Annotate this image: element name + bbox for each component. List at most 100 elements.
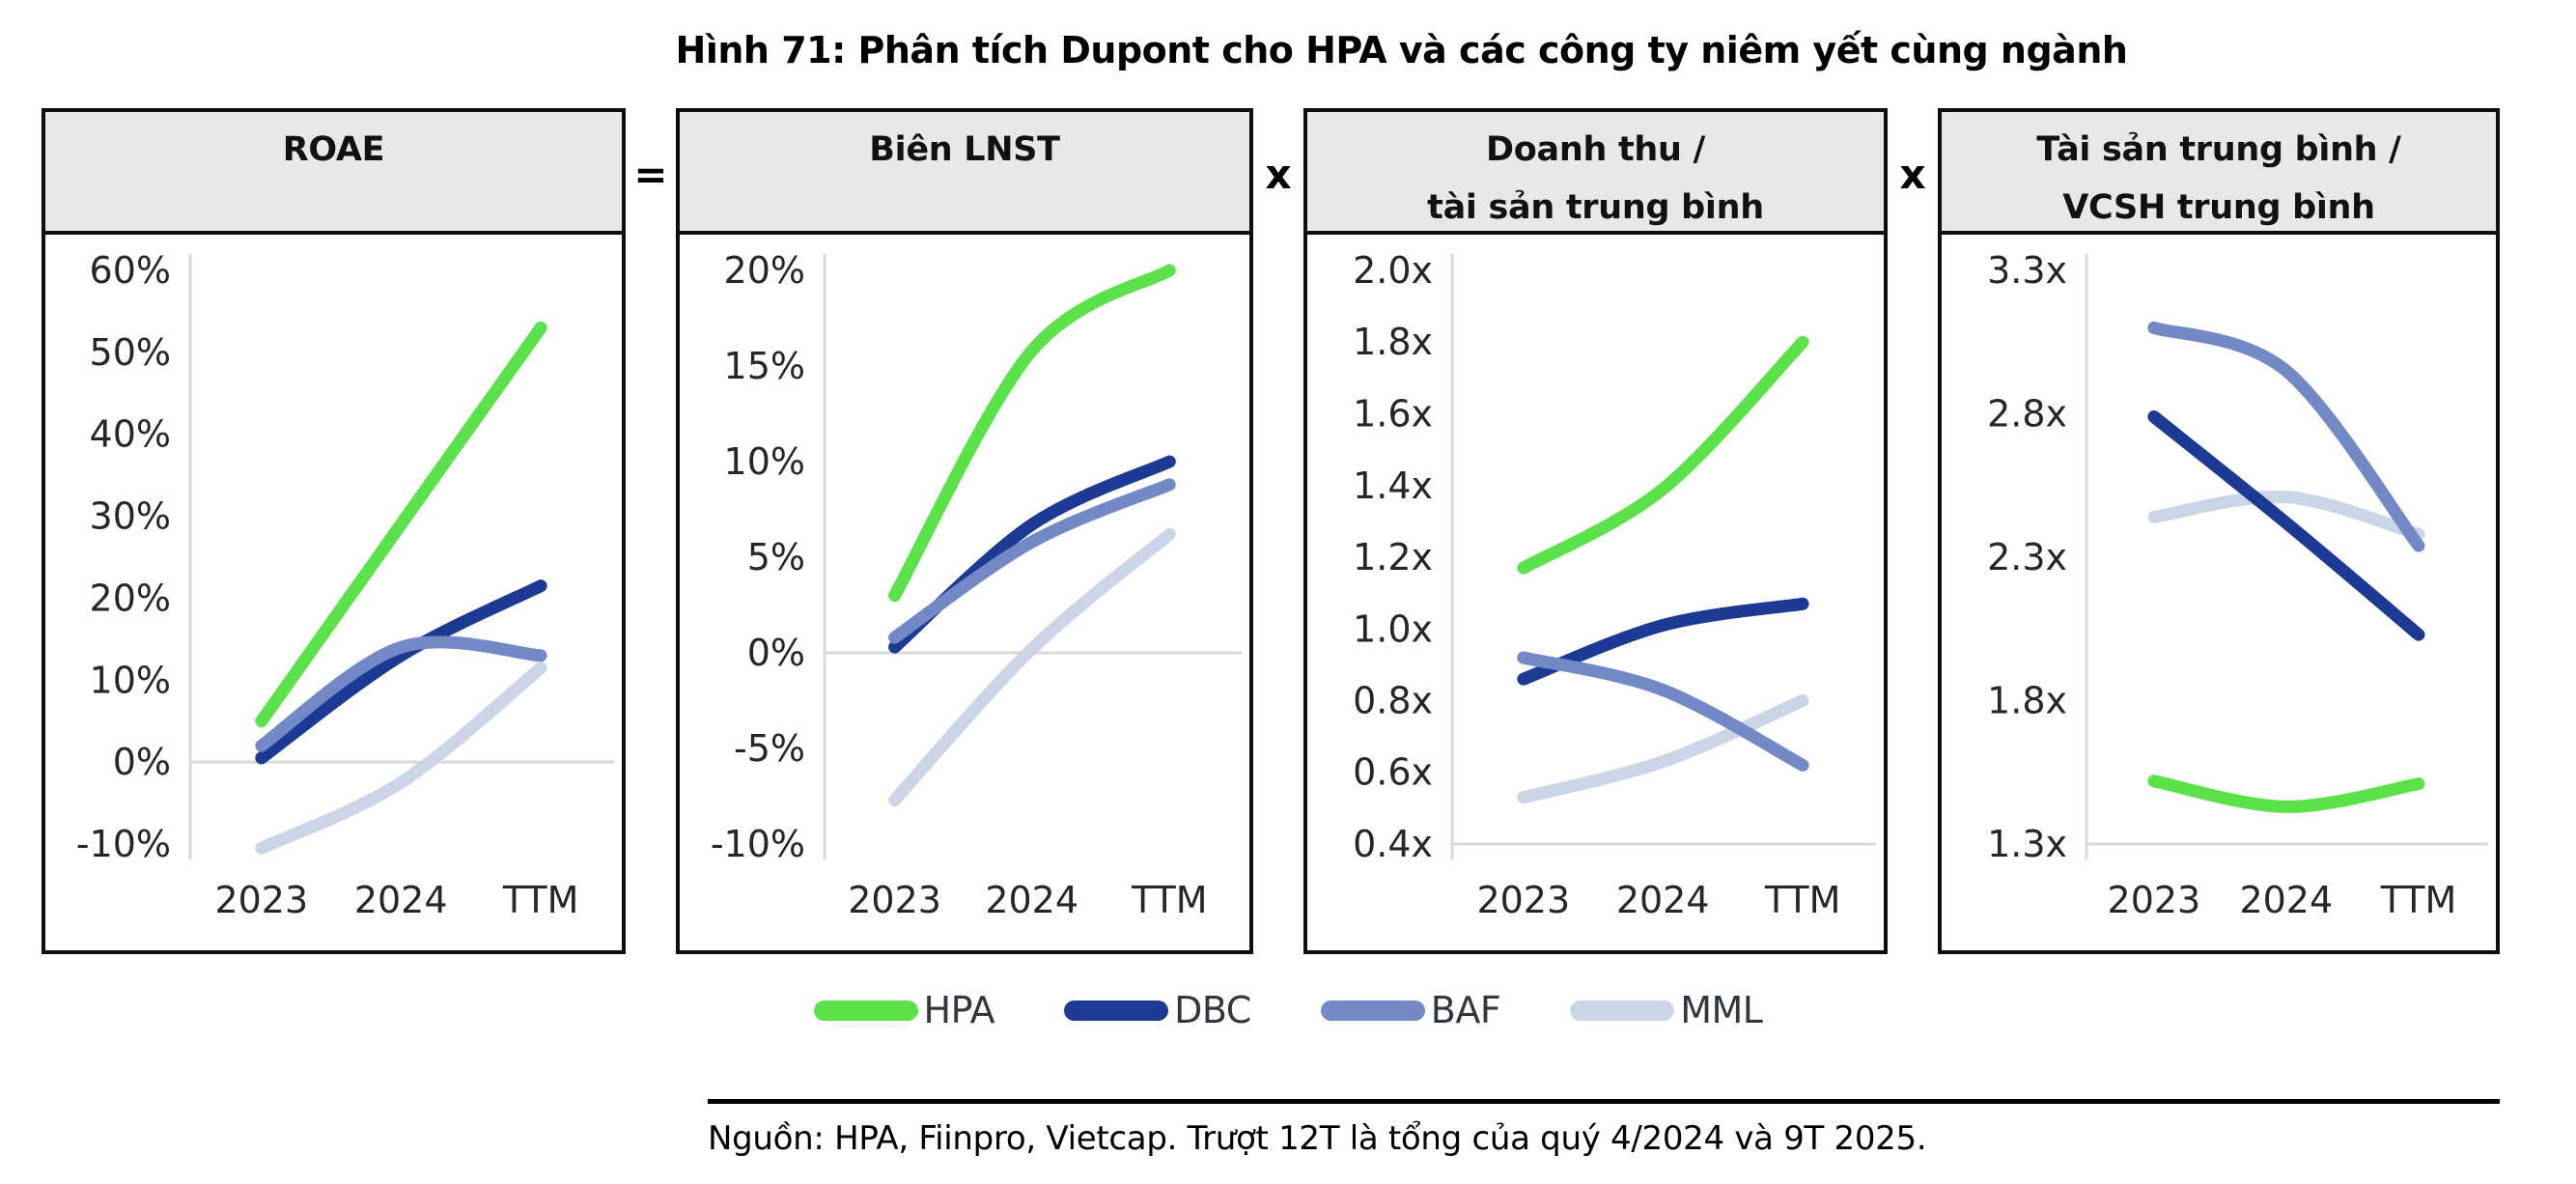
y-tick-label: 2.3x — [1987, 536, 2067, 578]
panel-header-line-2: VCSH trung bình — [2062, 188, 2375, 227]
panel-roae-header: ROAE — [45, 112, 622, 235]
line-dbc — [2147, 410, 2425, 641]
operator-column-2: x — [1253, 108, 1303, 954]
panel-bien-lnst-header: Biên LNST — [680, 112, 1249, 235]
source-text: Nguồn: HPA, Fiinpro, Vietcap. Trượt 12T … — [708, 1119, 1927, 1158]
dbc-line-swatch — [1064, 1000, 1169, 1021]
x-tick-label: 2023 — [848, 879, 941, 921]
baf-line-swatch — [1320, 1000, 1425, 1021]
panel-asset-turnover-header: Doanh thu / tài sản trung bình — [1307, 112, 1884, 235]
legend-item-hpa: HPA — [813, 989, 995, 1031]
y-tick-label: 15% — [724, 345, 805, 387]
panel-header-line-1: Biên LNST — [869, 130, 1060, 169]
y-tick-label: 0.8x — [1353, 680, 1433, 722]
x-tick-label: TTM — [502, 879, 579, 921]
figure-title: Hình 71: Phân tích Dupont cho HPA và các… — [675, 29, 2128, 71]
line-baf — [2147, 321, 2425, 552]
y-tick-label: 50% — [90, 331, 171, 374]
panel-asset-turnover-plot: 2.0x 1.8x 1.6x 1.4x 1.2x 1.0x 0.8x 0.6x 0.4x 2023… — [1307, 235, 1884, 950]
line-mml — [1517, 694, 1809, 804]
legend-label-dbc: DBC — [1174, 989, 1251, 1031]
y-tick-label: 20% — [90, 577, 171, 619]
x-tick-label: 2023 — [2108, 879, 2201, 921]
panel-leverage-plot: 3.3x 2.8x 2.3x 1.8x 1.3x 2023 2024 TTM — [1942, 235, 2496, 950]
y-tick-label: 0.6x — [1353, 751, 1433, 794]
panel-leverage-header: Tài sản trung bình / VCSH trung bình — [1942, 112, 2496, 235]
x-tick-label: 2023 — [214, 879, 308, 921]
panel-roae-plot: 60% 50% 40% 30% 20% 10% 0% -10% 2023 2024 TTM — [45, 235, 622, 950]
bien-lnst-line-chart: 20% 15% 10% 5% 0% -5% -10% 2023 2024 TTM — [711, 249, 1242, 921]
panel-header-line-2: tài sản trung bình — [1427, 188, 1764, 227]
panel-bien-lnst-plot: 20% 15% 10% 5% 0% -5% -10% 2023 2024 TTM — [680, 235, 1249, 950]
y-tick-label: 2.8x — [1987, 393, 2067, 436]
y-tick-label: 0% — [747, 632, 805, 674]
x-tick-label: 2024 — [354, 879, 448, 921]
y-tick-label: 40% — [90, 413, 171, 456]
y-tick-label: 60% — [90, 249, 171, 292]
y-tick-label: 3.3x — [1987, 249, 2067, 292]
legend-label-hpa: HPA — [923, 989, 995, 1031]
y-tick-label: -10% — [711, 823, 805, 865]
line-hpa — [2147, 775, 2425, 813]
line-mml — [255, 662, 547, 855]
equals-operator: = — [633, 151, 668, 198]
y-tick-label: 2.0x — [1353, 249, 1433, 292]
dupont-figure: Hình 71: Phân tích Dupont cho HPA và các… — [0, 25, 2576, 1158]
operator-column-3: x — [1888, 108, 1938, 954]
line-mml — [2147, 490, 2425, 541]
panel-header-line-1: Tài sản trung bình / — [2036, 130, 2401, 169]
y-tick-label: 1.4x — [1353, 465, 1433, 507]
y-tick-label: 5% — [747, 536, 805, 578]
x-tick-label: TTM — [1764, 879, 1841, 921]
charts-row: ROAE 60% 50% 40% 30% 20% 10% 0% -10% 2023 2024 TTM… — [42, 108, 2576, 954]
source-block: Nguồn: HPA, Fiinpro, Vietcap. Trượt 12T … — [708, 1099, 2500, 1158]
y-tick-label: 30% — [90, 495, 171, 538]
panel-asset-turnover: Doanh thu / tài sản trung bình 2.0x 1.8x 1… — [1303, 108, 1888, 954]
line-baf — [1517, 651, 1809, 772]
x-tick-label: TTM — [1131, 879, 1208, 921]
y-tick-label: 1.6x — [1353, 393, 1433, 436]
multiply-operator-1: x — [1265, 151, 1292, 198]
legend-item-baf: BAF — [1320, 989, 1501, 1031]
source-divider-line — [708, 1099, 2500, 1104]
y-tick-label: 20% — [724, 249, 805, 292]
legend-item-dbc: DBC — [1064, 989, 1251, 1031]
line-baf — [255, 635, 547, 752]
legend-label-baf: BAF — [1430, 989, 1501, 1031]
x-tick-label: 2024 — [1616, 879, 1710, 921]
panel-leverage: Tài sản trung bình / VCSH trung bình 3.3… — [1938, 108, 2500, 954]
legend-label-mml: MML — [1680, 989, 1763, 1031]
panel-bien-lnst: Biên LNST 20% 15% 10% 5% 0% -5% -10% 2023 2024 TT… — [676, 108, 1253, 954]
y-tick-label: 0% — [113, 741, 171, 783]
multiply-operator-2: x — [1899, 151, 1926, 198]
y-tick-label: -10% — [76, 823, 171, 865]
y-tick-label: 10% — [90, 659, 171, 701]
panel-roae: ROAE 60% 50% 40% 30% 20% 10% 0% -10% 2023 2024 TTM — [42, 108, 626, 954]
chart-legend: HPA DBC BAF MML — [0, 989, 2576, 1031]
line-hpa — [255, 321, 547, 728]
y-tick-label: 10% — [724, 440, 805, 483]
line-dbc — [888, 455, 1176, 654]
line-mml — [888, 527, 1176, 806]
x-tick-label: TTM — [2380, 879, 2457, 921]
x-tick-label: 2024 — [985, 879, 1078, 921]
panel-header-line-1: Doanh thu / — [1486, 130, 1705, 169]
y-tick-label: 0.4x — [1353, 823, 1433, 865]
y-tick-label: 1.8x — [1353, 321, 1433, 363]
y-tick-label: 1.0x — [1353, 607, 1433, 650]
y-tick-label: 1.2x — [1353, 536, 1433, 578]
y-tick-label: 1.3x — [1987, 823, 2067, 865]
line-dbc — [255, 579, 547, 765]
y-tick-label: 1.8x — [1987, 680, 2067, 722]
line-hpa — [888, 264, 1176, 603]
hpa-line-swatch — [813, 1000, 918, 1021]
roae-line-chart: 60% 50% 40% 30% 20% 10% 0% -10% 2023 2024 TTM — [76, 249, 614, 921]
line-baf — [888, 478, 1176, 644]
line-hpa — [1517, 335, 1809, 575]
y-tick-label: -5% — [734, 727, 805, 770]
x-tick-label: 2024 — [2239, 879, 2333, 921]
leverage-line-chart: 3.3x 2.8x 2.3x 1.8x 1.3x 2023 2024 TTM — [1987, 249, 2488, 921]
operator-column-1: = — [626, 108, 676, 954]
x-tick-label: 2023 — [1476, 879, 1570, 921]
panel-header-line-1: ROAE — [282, 130, 385, 169]
